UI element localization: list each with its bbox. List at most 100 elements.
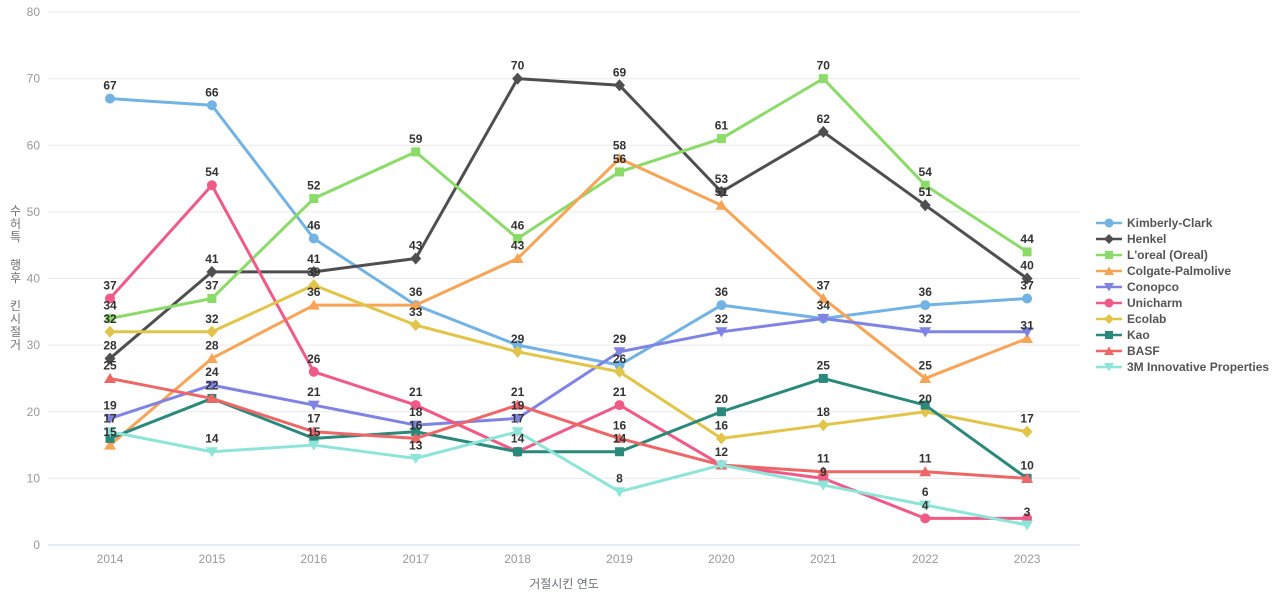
data-point-3m-innovative-properties[interactable] bbox=[613, 487, 626, 498]
series-line-henkel[interactable] bbox=[108, 77, 1029, 360]
data-point-basf[interactable] bbox=[307, 426, 320, 437]
series-line-basf[interactable] bbox=[108, 376, 1029, 480]
data-point-conopco[interactable] bbox=[1021, 327, 1034, 338]
data-point-l-oreal-oreal[interactable] bbox=[716, 134, 726, 144]
data-point-henkel[interactable] bbox=[817, 125, 829, 138]
data-point-l-oreal-oreal[interactable] bbox=[615, 167, 624, 177]
data-point-kimberly-clark[interactable] bbox=[105, 93, 115, 104]
data-point-l-oreal-oreal[interactable] bbox=[309, 194, 319, 204]
data-point-colgate-palmolive[interactable] bbox=[511, 253, 524, 264]
data-point-basf[interactable] bbox=[409, 432, 422, 443]
data-point-unicharm[interactable] bbox=[206, 180, 217, 191]
data-point-ecolab[interactable] bbox=[614, 365, 625, 378]
data-point-kimberly-clark[interactable] bbox=[614, 360, 625, 371]
data-point-3m-innovative-properties[interactable] bbox=[307, 440, 320, 451]
data-point-3m-innovative-properties[interactable] bbox=[205, 447, 218, 458]
data-point-ecolab[interactable] bbox=[817, 419, 829, 432]
data-point-3m-innovative-properties[interactable] bbox=[409, 453, 422, 464]
data-point-basf[interactable] bbox=[511, 399, 524, 410]
data-point-henkel[interactable] bbox=[104, 352, 116, 365]
data-point-conopco[interactable] bbox=[613, 347, 626, 358]
data-point-basf[interactable] bbox=[205, 392, 218, 403]
data-point-henkel[interactable] bbox=[512, 72, 524, 85]
data-point-ecolab[interactable] bbox=[512, 345, 524, 358]
data-point-unicharm[interactable] bbox=[614, 400, 625, 411]
data-point-kimberly-clark[interactable] bbox=[308, 233, 319, 244]
data-point-ecolab[interactable] bbox=[206, 325, 218, 338]
series-line-ecolab[interactable] bbox=[108, 283, 1029, 440]
data-point-ecolab[interactable] bbox=[715, 432, 727, 445]
legend-item-colgate-palmolive[interactable]: Colgate-Palmolive bbox=[1096, 265, 1269, 277]
data-point-3m-innovative-properties[interactable] bbox=[715, 460, 728, 471]
data-point-kimberly-clark[interactable] bbox=[206, 100, 217, 111]
series-line-3m-innovative-properties[interactable] bbox=[108, 430, 1029, 527]
data-point-colgate-palmolive[interactable] bbox=[817, 292, 830, 303]
data-point-unicharm[interactable] bbox=[410, 400, 421, 411]
data-point-henkel[interactable] bbox=[206, 265, 218, 278]
data-point-l-oreal-oreal[interactable] bbox=[513, 234, 523, 244]
data-point-colgate-palmolive[interactable] bbox=[613, 153, 626, 164]
legend-item-kimberly-clark[interactable]: Kimberly-Clark bbox=[1096, 217, 1269, 229]
series-line-colgate-palmolive[interactable] bbox=[108, 157, 1029, 447]
data-point-kao[interactable] bbox=[716, 407, 726, 417]
data-point-3m-innovative-properties[interactable] bbox=[919, 500, 932, 511]
data-point-basf[interactable] bbox=[613, 432, 626, 443]
data-point-kao[interactable] bbox=[920, 400, 930, 410]
data-point-conopco[interactable] bbox=[715, 327, 728, 338]
data-point-conopco[interactable] bbox=[817, 313, 830, 324]
series-line-kao[interactable] bbox=[108, 376, 1029, 480]
data-point-unicharm[interactable] bbox=[308, 366, 319, 377]
data-point-colgate-palmolive[interactable] bbox=[307, 299, 320, 310]
data-point-kao[interactable] bbox=[513, 447, 523, 457]
data-point-henkel[interactable] bbox=[715, 185, 727, 198]
data-point-henkel[interactable] bbox=[614, 79, 625, 92]
data-point-conopco[interactable] bbox=[919, 327, 932, 338]
data-point-kao[interactable] bbox=[818, 373, 828, 383]
data-point-ecolab[interactable] bbox=[308, 279, 320, 292]
data-point-basf[interactable] bbox=[817, 466, 830, 477]
data-point-l-oreal-oreal[interactable] bbox=[411, 147, 421, 157]
data-point-kimberly-clark[interactable] bbox=[716, 300, 727, 311]
data-point-colgate-palmolive[interactable] bbox=[205, 352, 218, 363]
data-point-l-oreal-oreal[interactable] bbox=[818, 74, 828, 84]
data-point-ecolab[interactable] bbox=[410, 319, 422, 332]
data-point-unicharm[interactable] bbox=[105, 293, 115, 304]
legend-item-ecolab[interactable]: Ecolab bbox=[1096, 313, 1269, 325]
data-point-colgate-palmolive[interactable] bbox=[919, 372, 932, 383]
data-point-henkel[interactable] bbox=[410, 252, 422, 265]
data-point-henkel[interactable] bbox=[1021, 272, 1033, 285]
legend-item-l-oreal-oreal[interactable]: L'oreal (Oreal) bbox=[1096, 249, 1269, 261]
data-point-3m-innovative-properties[interactable] bbox=[817, 480, 830, 491]
data-point-l-oreal-oreal[interactable] bbox=[207, 293, 217, 303]
legend-item-kao[interactable]: Kao bbox=[1096, 329, 1269, 341]
data-point-conopco[interactable] bbox=[511, 413, 524, 424]
data-point-henkel[interactable] bbox=[308, 265, 320, 278]
legend-item-henkel[interactable]: Henkel bbox=[1096, 233, 1269, 245]
legend-item-basf[interactable]: BASF bbox=[1096, 345, 1269, 357]
data-point-3m-innovative-properties[interactable] bbox=[511, 427, 524, 438]
data-point-henkel[interactable] bbox=[919, 199, 931, 212]
data-point-3m-innovative-properties[interactable] bbox=[104, 427, 116, 438]
data-point-ecolab[interactable] bbox=[104, 325, 116, 338]
data-point-l-oreal-oreal[interactable] bbox=[1022, 247, 1032, 257]
data-point-colgate-palmolive[interactable] bbox=[104, 439, 116, 450]
legend-item-3m-innovative-properties[interactable]: 3M Innovative Properties bbox=[1096, 361, 1269, 373]
data-point-conopco[interactable] bbox=[409, 420, 422, 431]
series-line-conopco[interactable] bbox=[108, 316, 1029, 427]
data-point-colgate-palmolive[interactable] bbox=[1021, 332, 1034, 343]
data-point-ecolab[interactable] bbox=[1021, 425, 1033, 438]
data-point-colgate-palmolive[interactable] bbox=[409, 299, 422, 310]
series-line-l-oreal-oreal[interactable] bbox=[108, 77, 1029, 320]
data-point-colgate-palmolive[interactable] bbox=[715, 199, 728, 210]
data-point-basf[interactable] bbox=[919, 466, 932, 477]
series-line-unicharm[interactable] bbox=[108, 183, 1029, 520]
data-point-basf[interactable] bbox=[104, 372, 116, 383]
data-point-conopco[interactable] bbox=[104, 413, 116, 424]
data-point-unicharm[interactable] bbox=[920, 513, 931, 524]
data-point-l-oreal-oreal[interactable] bbox=[920, 180, 930, 190]
data-point-conopco[interactable] bbox=[205, 380, 218, 391]
legend-item-conopco[interactable]: Conopco bbox=[1096, 281, 1269, 293]
data-point-kao[interactable] bbox=[411, 427, 421, 437]
data-point-kao[interactable] bbox=[615, 447, 624, 457]
data-point-kao[interactable] bbox=[309, 433, 319, 443]
